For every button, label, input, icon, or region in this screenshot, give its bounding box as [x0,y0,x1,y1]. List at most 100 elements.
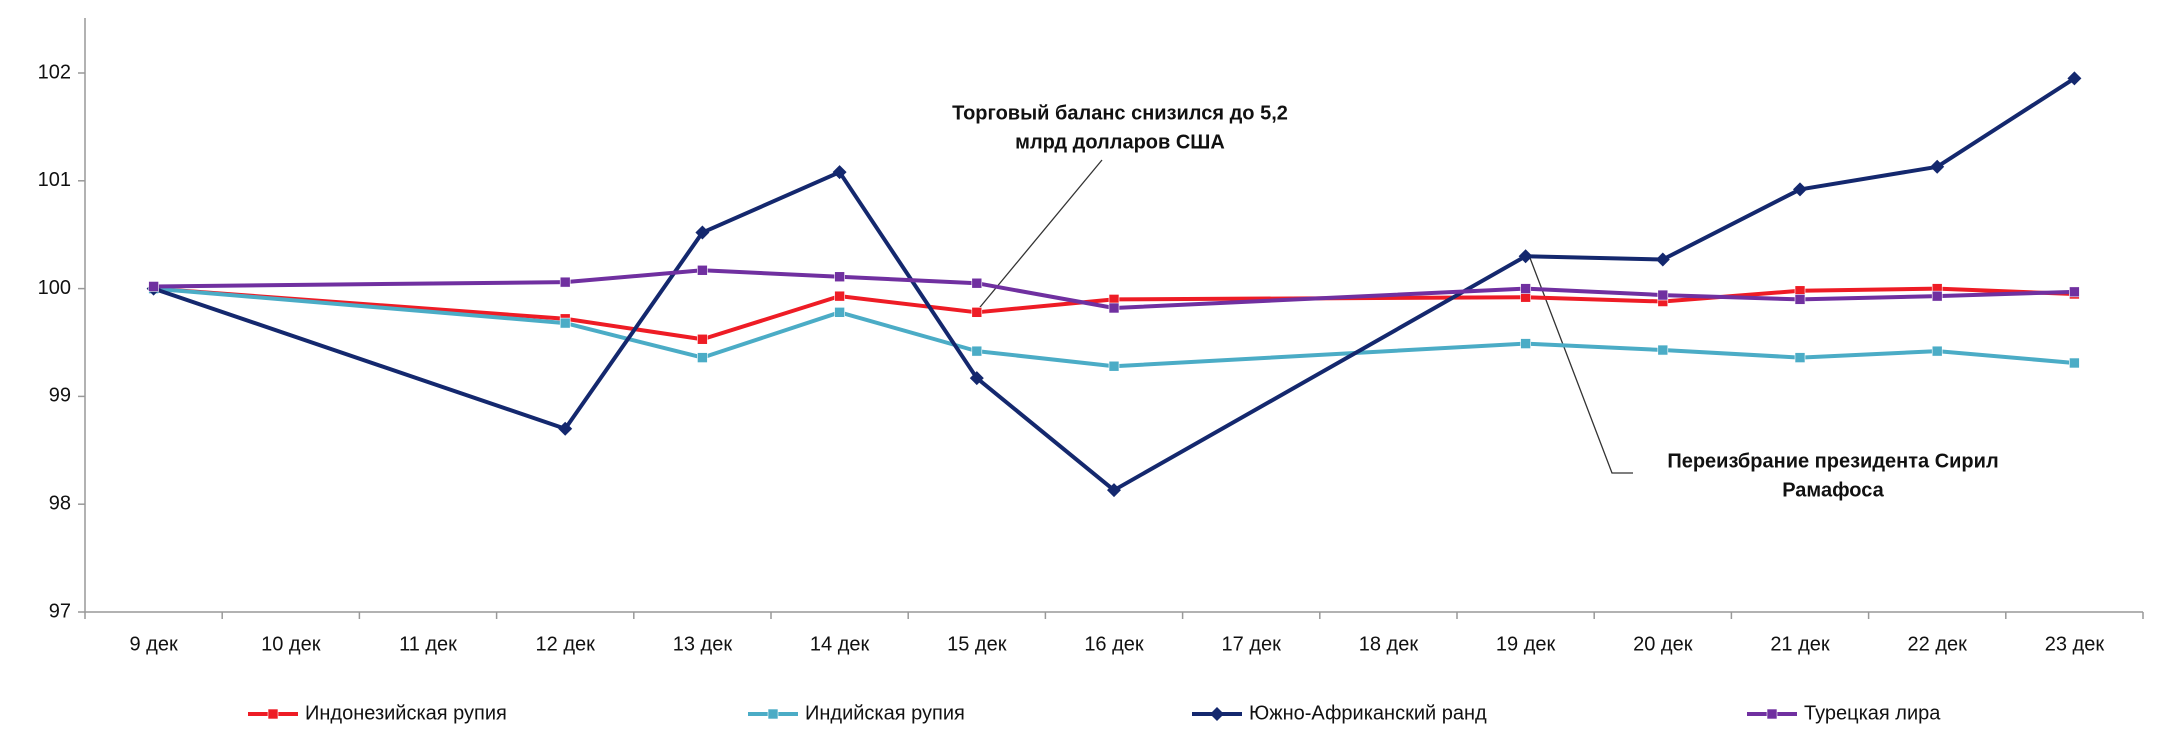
point [697,264,708,276]
x-tick-label: 15 дек [947,633,1007,655]
series-segment [1523,254,1665,262]
x-tick-label: 19 дек [1496,633,1556,655]
x-tick-label: 22 дек [1908,633,1968,655]
point [697,333,708,345]
point [559,317,571,329]
point [2069,357,2080,369]
point [148,281,159,292]
point [1794,294,1806,305]
legend-marker [1766,708,1778,720]
point [1930,159,1945,174]
series-segment [700,170,842,235]
series-segment [700,268,842,279]
point [834,271,845,283]
x-tick-label: 20 дек [1633,633,1693,655]
series-segment [1798,294,1940,302]
legend-label: Турецкая лира [1804,702,1941,724]
point [1931,345,1943,357]
series-segment [974,297,1116,315]
series-segment [1935,349,2077,365]
series-segment [1523,341,1665,353]
x-tick-label: 10 дек [261,633,321,655]
legend-label: Южно-Африканский ранд [1249,702,1487,724]
series-segment [1112,341,1528,369]
point [1657,344,1669,356]
annotation: Торговый баланс снизился до 5,2 [952,102,1288,124]
y-tick-label: 99 [49,385,71,407]
series-segment [151,286,568,431]
point [558,421,573,436]
legend-marker [267,708,279,720]
point [1931,290,1943,302]
series-segment [1523,286,1665,298]
point [1108,302,1120,314]
point [1657,289,1669,301]
series-segment [1112,286,1528,311]
series-segment [1798,164,1940,192]
point [2067,71,2082,86]
series-segment [1935,289,2077,299]
series-segment [1935,76,2077,169]
point [834,307,845,318]
point [969,371,984,386]
legend-marker [1210,707,1224,721]
point [695,225,710,240]
point [832,165,847,180]
annotation: Переизбрание президента Сирил [1667,450,1998,472]
legend-marker [767,708,779,720]
x-tick-label: 23 дек [2045,633,2105,655]
series-segment [151,286,568,326]
y-tick-label: 102 [38,61,71,83]
x-tick-label: 12 дек [536,633,596,655]
x-tick-label: 17 дек [1222,633,1282,655]
series-segment [1798,349,1940,360]
series-segment [974,376,1116,493]
y-tick-label: 101 [38,169,71,191]
point [697,352,708,363]
x-tick-label: 18 дек [1359,633,1419,655]
annotation-leader [1529,257,1633,474]
series-segment [1660,293,1802,302]
x-tick-label: 11 дек [399,633,457,655]
series-segment [1660,187,1802,262]
point [1794,352,1806,363]
x-tick-label: 21 дек [1770,633,1830,655]
series-segment [974,281,1116,311]
point [1107,483,1121,498]
point [1655,252,1670,267]
legend-label: Индийская рупия [805,702,965,724]
point [1518,249,1533,264]
series-segment [151,280,568,289]
series-segment [837,294,979,315]
series-segment [700,310,842,360]
point [1520,338,1531,349]
series-segment [1798,286,1940,293]
x-tick-label: 14 дек [810,633,870,655]
point [971,307,983,318]
y-tick-label: 98 [49,492,71,514]
series-segment [837,170,979,381]
series-segment [837,274,979,286]
series-segment [1523,295,1665,304]
point [1793,182,1807,197]
x-tick-label: 9 дек [129,633,177,655]
point [1108,360,1120,372]
series-segment [1112,254,1528,493]
y-tick-label: 100 [38,277,71,299]
x-tick-label: 13 дек [673,633,733,655]
series-segment [1660,348,1802,360]
point [971,345,983,357]
y-tick-label: 97 [49,600,71,622]
x-tick-label: 16 дек [1084,633,1144,655]
annotation: млрд долларов США [1015,131,1225,153]
legend-label: Индонезийская рупия [305,702,507,724]
annotation: Рамафоса [1782,479,1884,501]
annotation-leader [975,159,1103,313]
series-segment [700,294,842,342]
point [559,276,571,288]
point [2069,286,2080,298]
series-segment [563,321,705,360]
series-segment [974,349,1116,369]
series-segment [563,230,705,431]
